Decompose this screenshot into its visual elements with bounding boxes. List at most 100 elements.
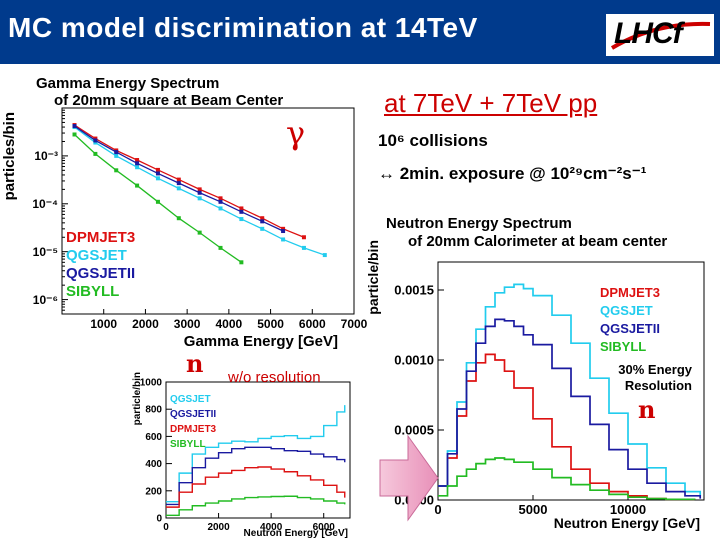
x-tick-label: 5000	[519, 502, 548, 517]
data-point-sibyll	[155, 199, 160, 204]
legend-qgsjet: QGSJET	[170, 394, 211, 405]
data-point-qgsjetii	[281, 229, 286, 234]
legend-sibyll: SIBYLL	[66, 283, 119, 300]
legend-qgsjet: QGSJET	[600, 303, 653, 318]
data-point-sibyll	[72, 132, 77, 137]
x-tick-label: 1000	[90, 317, 117, 331]
right-arrow-icon	[379, 434, 439, 522]
data-point-dpmjet3	[197, 187, 202, 192]
data-point-sibyll	[135, 183, 140, 188]
x-tick-label: 10000	[610, 502, 646, 517]
chart-title-line: Gamma Energy Spectrum	[36, 75, 219, 92]
plot-frame	[165, 381, 351, 519]
y-tick-label: 1000	[140, 378, 163, 389]
chart-title-line: Neutron Energy Spectrum	[386, 215, 572, 232]
data-point-qgsjet	[239, 217, 244, 222]
data-point-sibyll	[114, 168, 119, 173]
data-point-qgsjetii	[197, 190, 202, 195]
legend-sibyll: SIBYLL	[170, 439, 206, 450]
data-point-sibyll	[218, 245, 223, 250]
data-point-qgsjetii	[239, 209, 244, 214]
y-tick-label: 0.0015	[394, 283, 434, 298]
data-point-qgsjet	[218, 206, 223, 211]
y-tick-label: 400	[145, 459, 162, 470]
legend-qgsjetii: QGSJETII	[600, 321, 660, 336]
y-tick-label: 200	[145, 486, 162, 497]
logo-swoosh-icon	[606, 14, 714, 56]
y-tick-label: 10⁻⁶	[33, 293, 58, 307]
data-point-qgsjetii	[155, 171, 160, 176]
x-tick-label: 7000	[341, 317, 368, 331]
data-point-dpmjet3	[114, 148, 119, 153]
x-tick-label: 0	[163, 522, 169, 533]
chart-title-line: of 20mm Calorimeter at beam center	[408, 233, 667, 250]
data-point-qgsjet	[176, 186, 181, 191]
y-tick-label: 0	[156, 514, 162, 525]
legend-qgsjet: QGSJET	[66, 247, 127, 264]
x-axis-label: Gamma Energy [GeV]	[184, 333, 338, 350]
logo-text: LHCf	[614, 17, 683, 50]
y-tick-label: 600	[145, 432, 162, 443]
data-point-qgsjet	[322, 253, 327, 258]
series-line-qgsjet	[166, 405, 346, 503]
data-point-qgsjet	[281, 237, 286, 242]
data-point-dpmjet3	[155, 167, 160, 172]
x-tick-label: 4000	[260, 522, 283, 533]
x-tick-label: 5000	[257, 317, 284, 331]
data-point-sibyll	[239, 260, 244, 265]
data-point-dpmjet3	[72, 123, 77, 128]
neutron-symbol: n	[638, 395, 655, 424]
legend-qgsjetii: QGSJETII	[170, 409, 216, 420]
legend-dpmjet3: DPMJET3	[170, 424, 217, 435]
data-point-qgsjetii	[135, 161, 140, 166]
x-tick-label: 6000	[313, 522, 336, 533]
y-tick-label: 10⁻⁵	[33, 245, 58, 259]
annotation-text: w/o resolution	[227, 369, 321, 386]
page-title: MC model discrimination at 14TeV	[8, 12, 478, 43]
lhcf-logo: LHCf	[606, 14, 714, 56]
data-point-qgsjetii	[72, 124, 77, 129]
data-point-qgsjetii	[114, 150, 119, 155]
data-point-dpmjet3	[281, 226, 286, 231]
collisions-text: 10⁶ collisions	[378, 131, 488, 150]
neutron-symbol: n	[186, 349, 203, 378]
x-axis-label: Neutron Energy [GeV]	[554, 515, 700, 531]
y-tick-label: 10⁻⁴	[32, 197, 58, 211]
data-point-sibyll	[197, 230, 202, 235]
chart-title-line: of 20mm square at Beam Center	[54, 92, 283, 109]
series-line-qgsjet	[74, 126, 326, 256]
conditions-title: at 7TeV + 7TeV pp	[384, 88, 598, 118]
y-axis-label: particle/bin	[365, 240, 381, 315]
x-tick-label: 3000	[174, 317, 201, 331]
header-bar: MC model discrimination at 14TeV LHCf	[0, 0, 720, 64]
data-point-dpmjet3	[218, 196, 223, 201]
x-tick-label: 6000	[299, 317, 326, 331]
y-tick-label: 10⁻³	[34, 149, 58, 163]
y-tick-label: 0.0010	[394, 353, 434, 368]
legend-sibyll: SIBYLL	[600, 339, 646, 354]
data-point-dpmjet3	[260, 216, 265, 221]
series-line-dpmjet3	[166, 466, 346, 508]
series-line-dpmjet3	[438, 353, 696, 501]
data-point-sibyll	[176, 216, 181, 221]
data-point-qgsjet	[197, 196, 202, 201]
data-point-qgsjet	[260, 226, 265, 231]
x-axis-label: Neutron Energy [GeV]	[244, 528, 348, 539]
data-point-qgsjet	[72, 125, 77, 130]
data-point-qgsjet	[93, 140, 98, 145]
exposure-text: ↔ 2min. exposure @ 10²⁹cm⁻²s⁻¹	[378, 164, 647, 183]
data-point-qgsjetii	[93, 138, 98, 143]
series-line-qgsjetii	[74, 125, 284, 232]
series-line-dpmjet3	[74, 124, 305, 238]
data-point-dpmjet3	[135, 158, 140, 163]
x-tick-label: 4000	[216, 317, 243, 331]
data-point-qgsjetii	[218, 199, 223, 204]
data-point-qgsjetii	[176, 181, 181, 186]
data-point-qgsjetii	[260, 219, 265, 224]
data-point-qgsjet	[135, 165, 140, 170]
series-line-qgsjetii	[438, 318, 702, 499]
data-point-qgsjet	[155, 176, 160, 181]
